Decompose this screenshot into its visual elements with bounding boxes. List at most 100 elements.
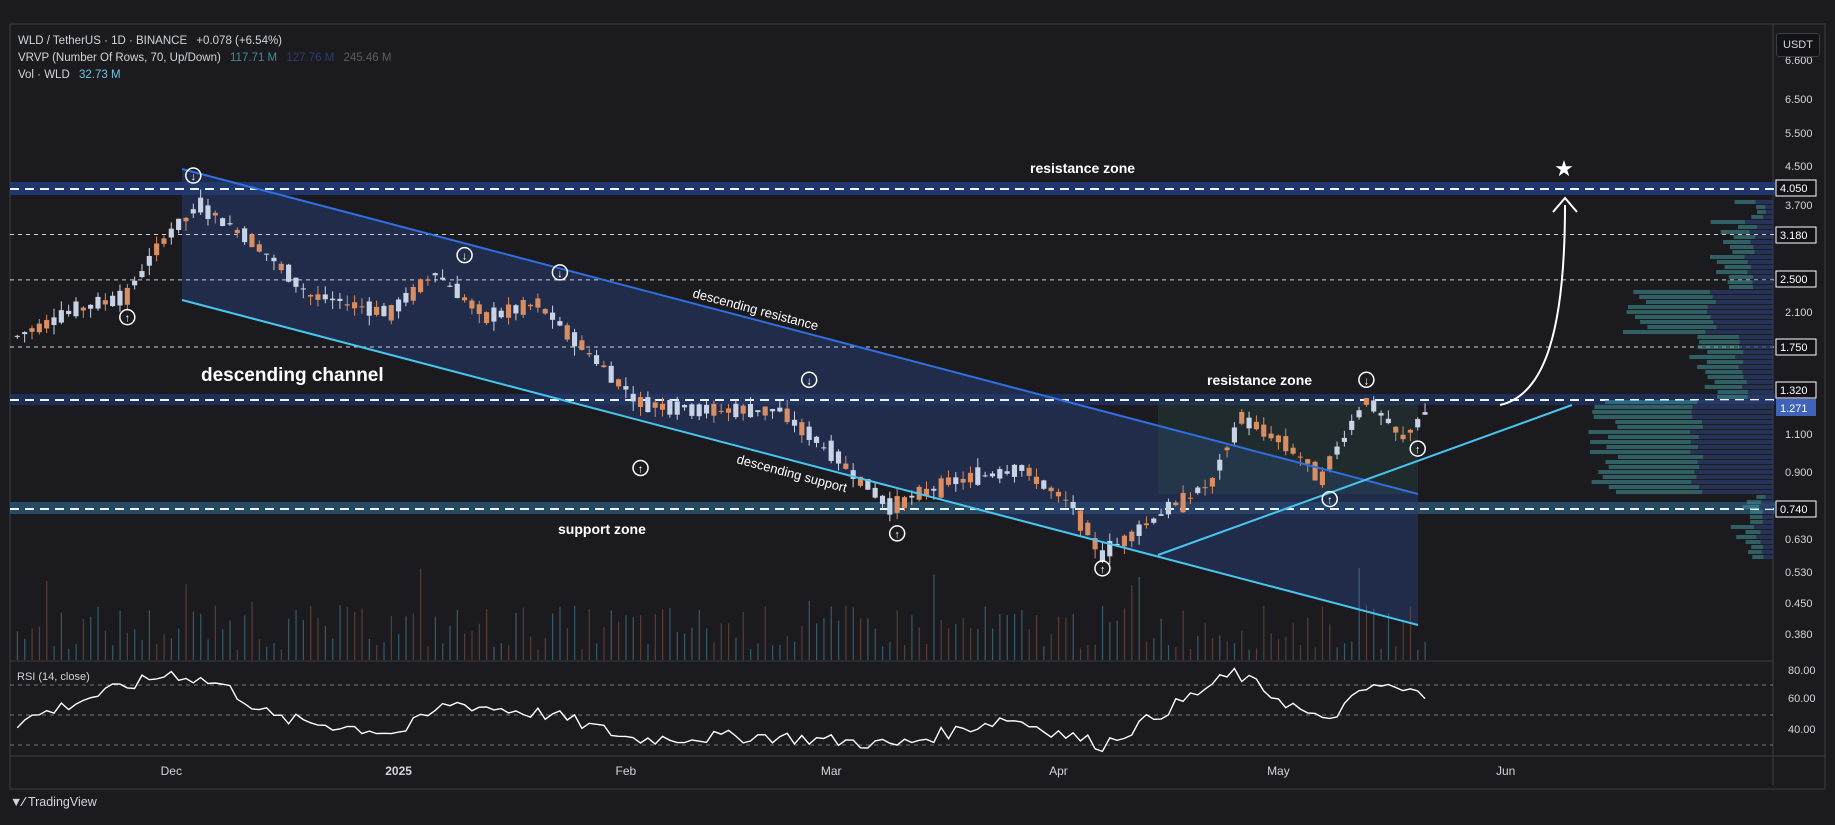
candle-body: [513, 305, 519, 314]
profile-bar-down: [1707, 310, 1773, 314]
candle-body: [806, 426, 812, 440]
volume-bar: [794, 641, 796, 660]
candle-body: [1334, 446, 1340, 455]
candle-body: [110, 295, 116, 307]
profile-bar-down: [1748, 390, 1773, 394]
volume-bar: [1277, 638, 1280, 660]
pivot-circle: [1358, 371, 1375, 389]
volume-bar: [207, 639, 209, 660]
candle-body: [220, 218, 226, 226]
candle-body: [608, 365, 614, 383]
volume-bar: [24, 638, 26, 660]
candle-body: [95, 296, 101, 309]
projection-arrow: [1499, 204, 1566, 406]
candle-body: [1114, 543, 1120, 546]
candle-body: [894, 496, 900, 513]
volume-bar: [302, 619, 304, 660]
profile-bar-up: [1714, 380, 1747, 384]
volume-bar: [134, 629, 136, 660]
volume-bar: [97, 607, 99, 660]
candle-body: [718, 410, 724, 412]
profile-bar-down: [1755, 235, 1773, 239]
profile-bar-down: [1762, 520, 1773, 524]
candle-body: [579, 340, 585, 351]
profile-bar-up: [1751, 545, 1764, 549]
profile-bar-up: [1756, 205, 1766, 209]
candle-body: [1158, 514, 1164, 516]
candle-body: [967, 472, 974, 483]
level-label: 0.740: [1780, 504, 1808, 516]
volume-bar: [229, 620, 231, 660]
candle-body: [1195, 487, 1201, 494]
candle-body: [725, 408, 732, 413]
profile-bar-down: [1751, 265, 1773, 269]
candle-body: [381, 305, 387, 317]
volume-bar: [1307, 617, 1309, 660]
candle-body: [799, 422, 805, 436]
profile-bar-down: [1699, 485, 1773, 489]
profile-bar-down: [1694, 470, 1773, 474]
candle-body: [1356, 410, 1362, 418]
profile-bar-up: [1716, 260, 1748, 264]
volume-bar: [852, 607, 854, 660]
volume-bar: [999, 614, 1001, 660]
volume-bar: [911, 615, 913, 660]
profile-bar-up: [1716, 270, 1748, 274]
profile-bar-down: [1705, 330, 1773, 334]
candle-body: [1224, 447, 1230, 451]
volume-bar: [640, 615, 642, 660]
volume-bar: [1314, 647, 1316, 660]
volume-bar: [522, 607, 524, 660]
candle-body: [73, 301, 79, 317]
candle-body: [330, 298, 336, 301]
volume-bar: [676, 631, 678, 660]
profile-bar-up: [1745, 540, 1761, 544]
price-tick: 2.100: [1785, 307, 1813, 319]
profile-bar-up: [1591, 480, 1692, 484]
candle-body: [1085, 522, 1091, 536]
volume-bar: [244, 615, 246, 660]
candle-body: [264, 253, 270, 255]
candle-body: [1048, 487, 1054, 492]
candle-body: [484, 312, 490, 324]
volume-bar: [1255, 648, 1258, 660]
profile-bar-up: [1737, 225, 1758, 229]
pivot-circle: [632, 459, 649, 477]
level-lines: [10, 188, 1775, 510]
volume-bar: [654, 614, 656, 660]
candle-body: [249, 234, 255, 248]
arrow-up-icon: ↑: [1415, 444, 1421, 456]
volume-bar: [236, 649, 238, 660]
volume-bar: [141, 639, 143, 660]
volume-bar: [148, 610, 151, 660]
level-label-box: [1775, 500, 1817, 518]
volume-bar: [867, 618, 869, 660]
volume-bar: [1358, 567, 1360, 660]
candle-body: [88, 304, 94, 309]
volume-bar: [940, 620, 942, 660]
volume-bar: [75, 643, 77, 660]
profile-bar-up: [1751, 215, 1764, 219]
profile-bar-down: [1738, 335, 1773, 339]
volume-bar: [339, 605, 341, 660]
volume-bar: [1270, 633, 1272, 660]
profile-bar-down: [1765, 495, 1773, 499]
profile-bar-up: [1733, 235, 1756, 239]
candle-body: [601, 365, 607, 368]
profile-bar-down: [1742, 385, 1773, 389]
candle-body: [403, 292, 409, 303]
volume-bar: [1241, 630, 1243, 660]
volume-bar: [830, 606, 832, 660]
candle-body: [14, 335, 20, 337]
candle-body: [1151, 518, 1157, 523]
arrow-up-icon: ↑: [1327, 495, 1333, 507]
candle-body: [1041, 480, 1047, 489]
volume-bar: [662, 609, 664, 660]
arrow-down-icon: ↓: [1364, 375, 1370, 387]
candle-body: [645, 397, 651, 413]
profile-bar-up: [1710, 255, 1745, 259]
volume-bar: [156, 643, 158, 660]
currency-button[interactable]: USDT: [1776, 33, 1820, 57]
